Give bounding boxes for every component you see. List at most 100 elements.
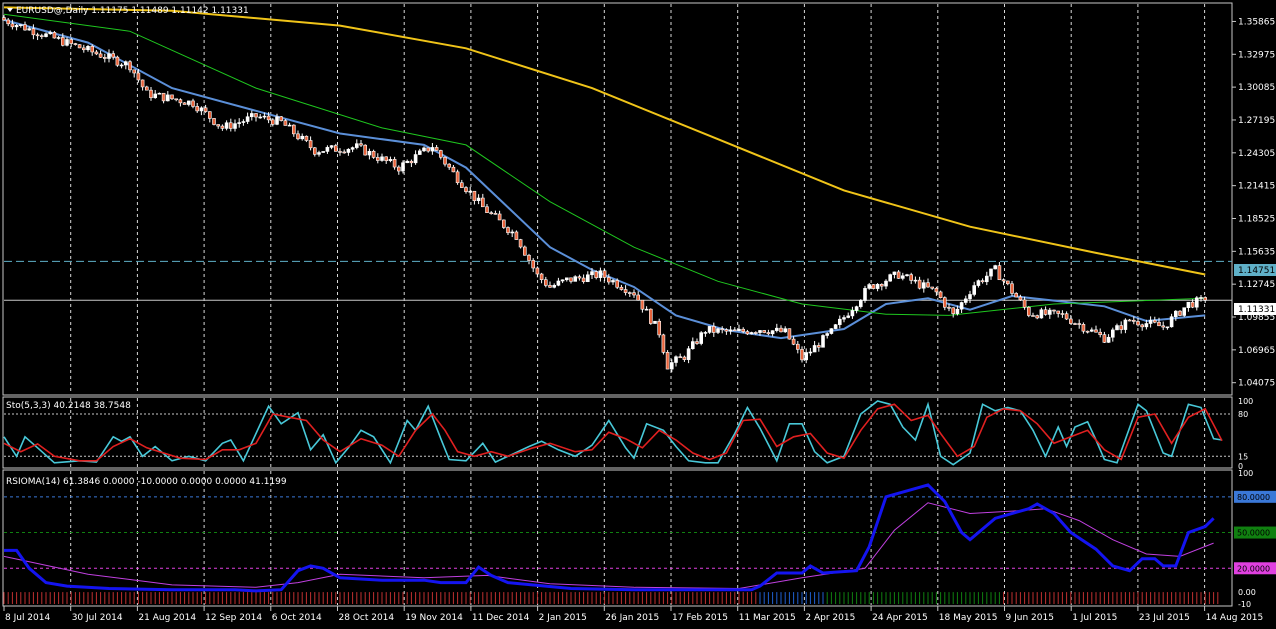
- bull-candle: [56, 37, 61, 39]
- bear-candle: [426, 147, 431, 152]
- stochastic-lines: [3, 400, 1223, 466]
- bear-candle: [82, 47, 86, 51]
- bull-candle: [556, 280, 561, 286]
- time-label: 1 Jul 2015: [1072, 613, 1117, 623]
- rsioma-level-label: 50.0000: [1237, 529, 1270, 538]
- bear-candle: [522, 246, 527, 256]
- time-label: 8 Jul 2014: [5, 613, 50, 623]
- bear-candle: [720, 328, 725, 331]
- bear-candle: [732, 329, 737, 332]
- bear-candle: [434, 147, 439, 151]
- time-label: 18 May 2015: [939, 613, 998, 623]
- rsioma-panel[interactable]: [2, 469, 1233, 607]
- bear-candle: [623, 289, 628, 293]
- bull-candle: [984, 275, 989, 283]
- bull-candle: [674, 356, 678, 363]
- bull-candle: [804, 352, 809, 361]
- bear-candle: [443, 156, 447, 165]
- bull-candle: [317, 152, 321, 155]
- chart-title[interactable]: EURUSD@,Daily 1.11175 1.11489 1.11142 1.…: [7, 6, 249, 16]
- bear-candle: [795, 343, 800, 350]
- bull-candle: [963, 298, 968, 303]
- bear-candle: [951, 307, 956, 314]
- bear-candle: [926, 282, 930, 288]
- bull-candle: [86, 46, 90, 51]
- bull-candle: [867, 284, 872, 289]
- bear-candle: [220, 125, 225, 129]
- bull-candle: [1182, 307, 1186, 316]
- price-level-lines: [4, 260, 1232, 301]
- price-panel[interactable]: [2, 2, 1233, 396]
- bear-candle: [485, 206, 489, 213]
- bear-candle: [1119, 325, 1123, 330]
- bear-candle: [1132, 319, 1136, 322]
- bull-candle: [510, 231, 515, 234]
- rsioma-title: RSIOMA(14) 61.3846 0.0000 -10.0000 0.000…: [6, 477, 287, 487]
- bull-candle: [237, 122, 241, 124]
- bear-candle: [816, 345, 821, 348]
- bear-candle: [753, 332, 758, 334]
- bear-candle: [896, 271, 901, 279]
- time-label: 12 Sep 2014: [205, 613, 262, 623]
- bear-candle: [1140, 324, 1144, 328]
- bear-candle: [627, 292, 632, 294]
- bull-candle: [354, 143, 359, 148]
- bear-candle: [170, 94, 174, 100]
- bear-candle: [762, 330, 767, 333]
- bear-candle: [455, 171, 460, 184]
- bull-candle: [1115, 325, 1119, 331]
- bear-candle: [145, 86, 149, 91]
- bear-candle: [787, 328, 792, 340]
- bear-candle: [31, 28, 36, 36]
- level-price-box: [1234, 264, 1276, 276]
- bear-candle: [98, 53, 103, 58]
- bear-candle: [384, 156, 389, 162]
- bull-candle: [405, 160, 410, 164]
- bear-candle: [947, 306, 951, 309]
- bull-candle: [119, 64, 124, 67]
- bear-candle: [602, 270, 607, 278]
- bear-candle: [39, 35, 44, 37]
- bear-candle: [791, 338, 796, 345]
- price-axis: 1.35865 1.32975 1.30085 1.27195 1.24305 1.214…: [1232, 17, 1275, 389]
- bear-candle: [464, 187, 468, 192]
- stochastic-level-label: 0: [1238, 462, 1243, 471]
- bear-candle: [1056, 310, 1060, 314]
- bull-candle: [749, 332, 754, 335]
- price-tick-label: 1.32975: [1238, 50, 1275, 60]
- bear-candle: [375, 157, 380, 161]
- bull-candle: [166, 94, 170, 102]
- bear-candle: [103, 57, 107, 59]
- bear-candle: [60, 37, 65, 46]
- chevron-down-icon[interactable]: [7, 8, 13, 12]
- bear-candle: [392, 159, 397, 168]
- stochastic-title: Sto(5,3,3) 40.2148 38.7548: [6, 401, 131, 411]
- bear-candle: [766, 332, 771, 335]
- rsioma-level-label: 80.0000: [1237, 493, 1270, 502]
- bull-candle: [758, 330, 762, 333]
- bear-candle: [938, 291, 943, 298]
- bull-candle: [590, 271, 594, 276]
- time-label: 28 Oct 2014: [339, 613, 395, 623]
- rsioma-levels: 100 80.0000 50.0000 20.0000 0.00 -10: [4, 469, 1276, 609]
- bear-candle: [291, 124, 296, 135]
- time-label: 14 Aug 2015: [1206, 613, 1264, 623]
- bull-candle: [955, 308, 960, 314]
- price-tick-label: 1.35865: [1238, 17, 1275, 27]
- bull-candle: [564, 277, 569, 281]
- bull-candle: [850, 310, 855, 317]
- bear-candle: [1203, 297, 1207, 301]
- bull-candle: [989, 268, 993, 277]
- time-label: 11 Dec 2014: [472, 613, 530, 623]
- bear-candle: [308, 140, 313, 149]
- rsioma-level-label: -10: [1238, 600, 1251, 609]
- bear-candle: [23, 24, 27, 31]
- bear-candle: [111, 53, 115, 58]
- bull-candle: [1199, 297, 1203, 299]
- price-tick-label: 1.06965: [1238, 346, 1275, 356]
- time-label: 2 Apr 2015: [805, 613, 855, 623]
- bear-candle: [438, 150, 443, 158]
- bear-candle: [695, 341, 699, 344]
